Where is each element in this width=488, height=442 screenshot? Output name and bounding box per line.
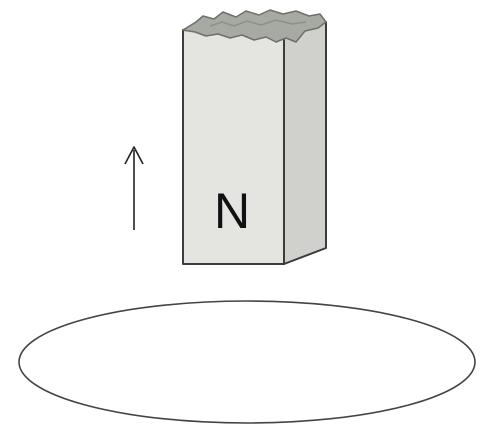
magnet-broken-top (182, 9, 327, 43)
upward-arrow-icon (124, 146, 144, 230)
magnet-side-face (283, 21, 327, 265)
bar-magnet: N (182, 9, 327, 265)
coil-loop (18, 300, 476, 424)
north-pole-label: N (214, 183, 250, 239)
arrow-head (124, 146, 144, 165)
magnet-top-texture (209, 19, 307, 27)
